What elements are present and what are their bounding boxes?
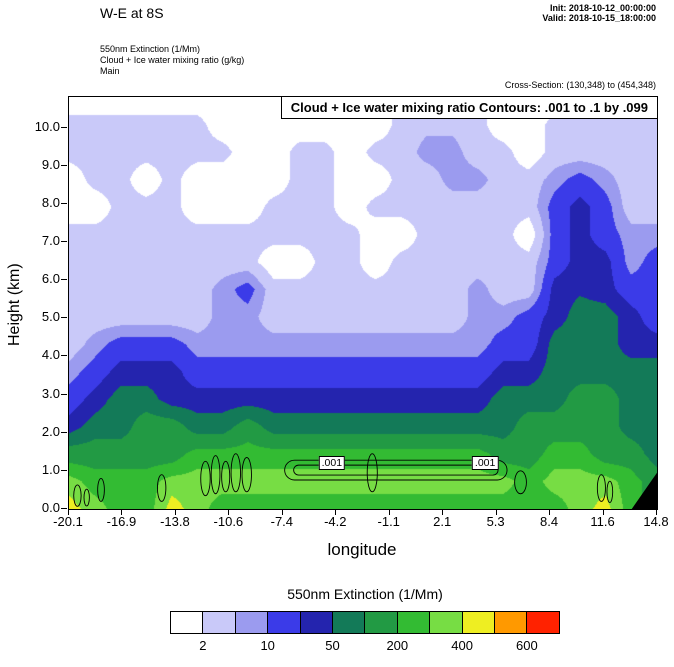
x-axis-tick: [174, 509, 176, 515]
legend-swatch: [234, 611, 269, 634]
extinction-field-canvas: [69, 97, 657, 509]
legend-swatch: [396, 611, 431, 634]
y-axis-tick: [61, 469, 67, 471]
x-tick-label: 2.1: [433, 514, 452, 529]
product-info: 550nm Extinction (1/Mm) Cloud + Ice wate…: [100, 44, 244, 77]
legend-swatch: [202, 611, 236, 634]
product-line-grid: Main: [100, 66, 120, 76]
y-axis-tick: [61, 355, 67, 357]
x-axis-tick: [121, 509, 123, 515]
x-tick-label: -16.9: [106, 514, 137, 529]
x-axis-tick: [335, 509, 337, 515]
x-axis-tick: [495, 509, 497, 515]
legend-swatch: [526, 611, 560, 634]
y-tick-label: 1.0: [41, 461, 60, 477]
x-tick-label: -10.6: [213, 514, 244, 529]
legend-swatch: [332, 611, 366, 634]
x-axis-label: longitude: [327, 540, 397, 559]
valid-timestamp: Valid: 2018-10-15_18:00:00: [542, 13, 656, 23]
y-axis-tick: [61, 279, 67, 281]
page-title: W-E at 8S: [100, 5, 164, 21]
legend-tick-label: 200: [386, 638, 409, 653]
y-tick-label: 5.0: [41, 309, 60, 325]
y-tick-label: 4.0: [41, 347, 60, 363]
y-axis-tick: [61, 431, 67, 433]
y-tick-label: 0.0: [41, 500, 60, 515]
product-line-extinction: 550nm Extinction (1/Mm): [100, 44, 201, 54]
x-tick-label: 11.6: [590, 514, 615, 529]
x-axis-tick: [549, 509, 551, 515]
x-axis-tick: [602, 509, 604, 515]
y-axis-tick: [61, 508, 67, 509]
legend-tick-label: 50: [325, 638, 340, 653]
legend-title: 550nm Extinction (1/Mm): [287, 586, 443, 602]
legend-swatch: [170, 611, 204, 634]
y-tick-label: 6.0: [41, 271, 60, 287]
legend-swatch: [299, 611, 333, 634]
legend-swatch: [429, 611, 463, 634]
x-tick-label: -20.1: [53, 514, 83, 529]
legend-tick-label: 10: [260, 638, 275, 653]
legend-tick-label: 400: [451, 638, 473, 653]
x-tick-label: -13.8: [160, 514, 190, 529]
legend-colorbar: [170, 611, 562, 634]
contour-title-box: Cloud + Ice water mixing ratio Contours:…: [280, 96, 658, 119]
plot-area: .001.001 Cloud + Ice water mixing ratio …: [68, 96, 658, 510]
x-axis-tick: [388, 509, 390, 515]
y-tick-label: 10.0: [34, 118, 60, 134]
x-axis-tick: [68, 509, 69, 515]
y-axis-tick: [61, 126, 67, 128]
legend-swatch: [494, 611, 528, 634]
x-tick-label: 8.4: [540, 514, 559, 529]
x-tick-label: -4.2: [324, 514, 347, 529]
y-axis-tick: [61, 317, 67, 319]
x-tick-label: -7.4: [270, 514, 294, 529]
x-axis-tick: [442, 509, 444, 515]
product-line-cloud: Cloud + Ice water mixing ratio (g/kg): [100, 55, 245, 65]
cross-section-info: Cross-Section: (130,348) to (454,348): [504, 80, 656, 90]
legend-tick-label: 2: [199, 638, 207, 653]
legend-swatch: [364, 611, 398, 634]
y-axis-tick: [61, 393, 67, 395]
x-axis-tick: [281, 509, 283, 515]
legend-tick-label: 600: [516, 638, 538, 653]
y-tick-label: 9.0: [41, 156, 60, 172]
y-axis-tick: [61, 240, 67, 242]
legend-swatch: [461, 611, 495, 634]
y-tick-label: 3.0: [41, 385, 60, 401]
y-tick-label: 2.0: [41, 423, 60, 439]
y-tick-label: 8.0: [41, 194, 60, 210]
y-axis-tick: [61, 164, 67, 166]
x-tick-label: 5.3: [486, 514, 505, 529]
legend-swatch: [267, 611, 301, 634]
x-tick-label: -1.1: [377, 514, 400, 529]
x-axis-tick: [228, 509, 230, 515]
x-axis-tick: [656, 509, 657, 515]
y-axis-tick: [61, 202, 67, 204]
y-tick-label: 7.0: [41, 232, 60, 248]
init-timestamp: Init: 2018-10-12_00:00:00: [549, 3, 656, 13]
x-tick-label: 14.8: [643, 514, 669, 529]
